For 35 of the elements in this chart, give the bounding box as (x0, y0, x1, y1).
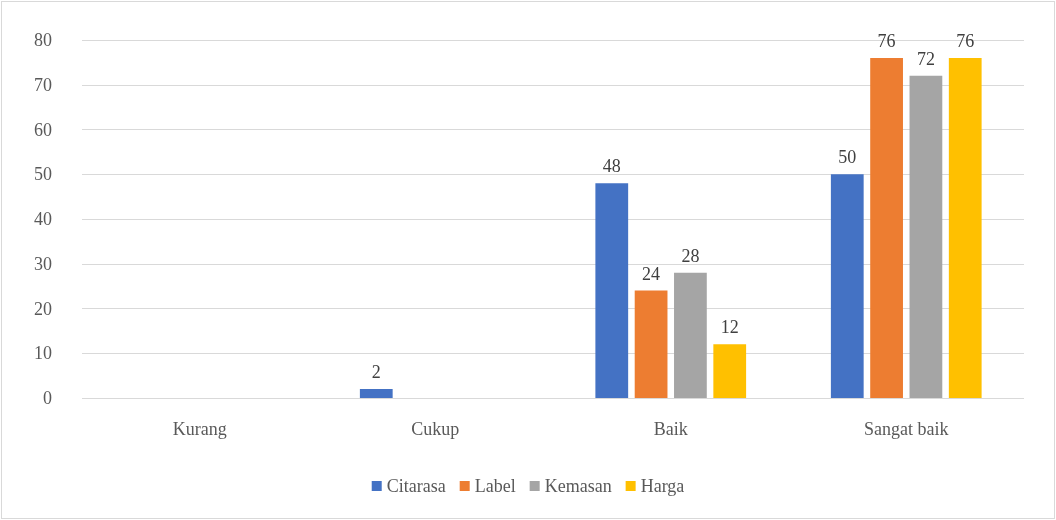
bar (713, 344, 747, 398)
data-label: 2 (371, 362, 381, 383)
data-label: 76 (877, 30, 896, 51)
bar (870, 57, 903, 398)
data-label: 72 (916, 48, 935, 69)
y-tick-label: 20 (34, 298, 52, 319)
bar (909, 75, 943, 398)
y-tick-label: 0 (43, 388, 52, 408)
legend-label: Label (474, 476, 516, 496)
x-tick-label: Cukup (411, 419, 460, 439)
data-label: 24 (642, 263, 661, 284)
bar (948, 57, 982, 398)
y-tick-label: 30 (34, 253, 52, 274)
legend-label: Citarasa (386, 476, 446, 496)
bar (674, 272, 707, 398)
legend-label: Kemasan (544, 476, 612, 496)
x-tick-label: Baik (653, 419, 688, 439)
bar (830, 174, 864, 398)
x-tick-label: Kurang (172, 419, 227, 439)
data-label: 48 (602, 156, 621, 177)
x-tick-label: Sangat baik (864, 419, 949, 439)
y-tick-label: 70 (34, 74, 52, 95)
y-tick-label: 40 (34, 209, 52, 229)
bar (634, 290, 668, 398)
y-tick-label: 60 (34, 119, 52, 140)
data-label: 76 (956, 30, 975, 51)
y-tick-label: 10 (34, 343, 52, 364)
data-label: 12 (720, 317, 739, 338)
data-label: 50 (838, 147, 857, 168)
bar (595, 183, 629, 398)
data-label: 28 (681, 245, 700, 266)
y-tick-label: 80 (34, 30, 52, 50)
legend-label: Harga (640, 476, 685, 496)
bar (359, 389, 393, 398)
y-tick-label: 50 (34, 164, 52, 185)
